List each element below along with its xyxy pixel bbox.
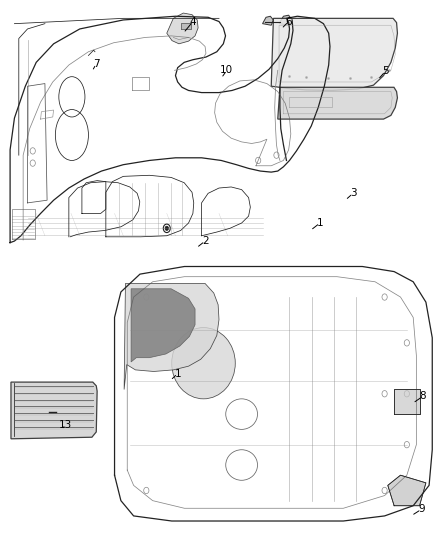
- Text: 4: 4: [190, 17, 196, 27]
- Polygon shape: [279, 15, 292, 25]
- Text: 2: 2: [202, 236, 208, 246]
- Polygon shape: [262, 16, 273, 25]
- Polygon shape: [124, 284, 219, 390]
- Polygon shape: [131, 289, 195, 362]
- Text: 8: 8: [419, 391, 426, 401]
- Text: 1: 1: [174, 369, 181, 378]
- Text: 7: 7: [93, 59, 99, 69]
- Polygon shape: [388, 475, 426, 506]
- Text: 3: 3: [350, 188, 357, 198]
- Polygon shape: [271, 18, 397, 91]
- Circle shape: [165, 226, 169, 230]
- Text: 13: 13: [59, 419, 72, 430]
- Polygon shape: [167, 13, 198, 44]
- Polygon shape: [181, 22, 191, 29]
- Text: 9: 9: [418, 504, 425, 514]
- Text: 5: 5: [382, 67, 389, 76]
- Polygon shape: [11, 382, 97, 439]
- Text: 1: 1: [317, 218, 323, 228]
- Polygon shape: [278, 87, 397, 119]
- Text: 10: 10: [220, 66, 233, 75]
- Ellipse shape: [172, 328, 235, 399]
- Polygon shape: [394, 389, 420, 414]
- Text: 6: 6: [285, 17, 292, 27]
